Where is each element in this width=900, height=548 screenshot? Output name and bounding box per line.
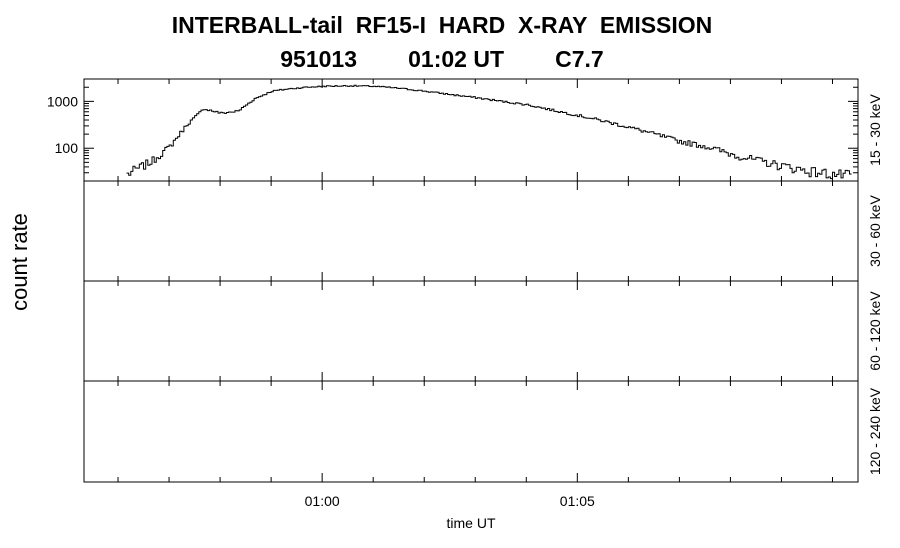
y-tick-label: 1000 [47, 93, 78, 109]
panel-energy-label: 120 - 240 keV [867, 387, 883, 475]
panel-frame-3 [83, 280, 859, 382]
x-tick-label: 01:00 [305, 493, 340, 509]
y-axis-label: count rate [7, 213, 32, 311]
panel-frame-1 [83, 78, 859, 182]
flare-class: C7.7 [555, 46, 604, 72]
x-ticks [117, 79, 833, 482]
x-tick-label: 01:05 [560, 493, 595, 509]
x-axis-label: time UT [447, 515, 496, 531]
series-15-30-kev [126, 84, 852, 180]
series-layer [126, 84, 852, 180]
panel-energy-label: 15 - 30 keV [867, 94, 883, 166]
y-tick-label: 100 [55, 140, 79, 156]
panel-frame-4 [83, 380, 859, 483]
chart-title: INTERBALL-tail RF15-I HARD X-RAY EMISSIO… [171, 12, 713, 38]
panel-energy-label: 30 - 60 keV [867, 195, 883, 267]
label-layer: 01:00 01:05 100 1000 15 - 30 keV 30 - 60 keV 6… [7, 93, 883, 531]
panel-energy-label: 60 - 120 keV [867, 291, 883, 371]
panel-frame-2 [83, 180, 859, 282]
y-ticks [84, 78, 858, 182]
panel-frames [83, 78, 859, 483]
event-time: 01:02 UT [408, 46, 505, 72]
chart-subtitle: 951013 01:02 UT C7.7 [0, 46, 884, 73]
event-date: 951013 [280, 46, 358, 72]
